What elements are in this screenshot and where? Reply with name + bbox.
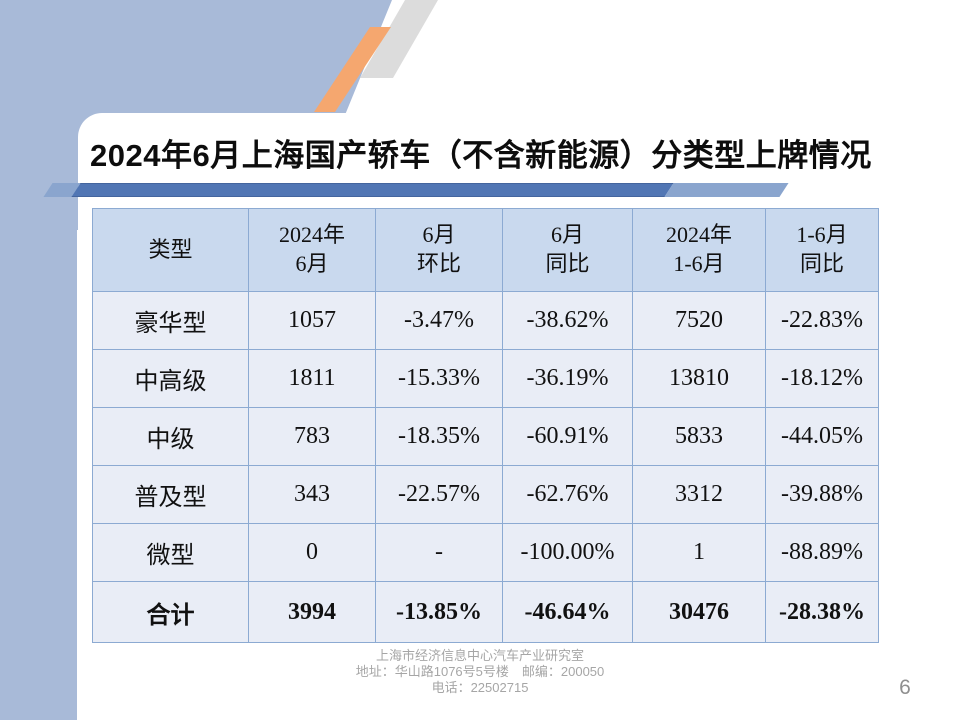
total-row: 合计 3994 -13.85% -46.64% 30476 -28.38% (92, 581, 879, 643)
table-cell: -46.64% (502, 581, 633, 643)
table-cell: 合计 (92, 581, 249, 643)
table-cell: 1 (632, 523, 766, 582)
footer-org-line: 上海市经济信息中心汽车产业研究室 (375, 648, 584, 663)
table-cell: -18.12% (765, 349, 879, 408)
table-cell: 3312 (632, 465, 766, 524)
table-cell: 13810 (632, 349, 766, 408)
table-body: 豪华型 1057 -3.47% -38.62% 7520 -22.83% 中高级 1811 -1… (92, 291, 879, 643)
title-underline-band (0, 183, 960, 197)
table-head: 类型 2024年 6月 6月 环比 6月 同比 2024年 1-6月 1-6月 同比 (92, 208, 879, 292)
table-cell: -62.76% (502, 465, 633, 524)
header-cell: 1-6月 同比 (765, 208, 879, 292)
table-cell: -18.35% (375, 407, 503, 466)
footer-block: 上海市经济信息中心汽车产业研究室 地址：华山路1076号5号楼 邮编：20005… (0, 648, 960, 696)
table-cell: -22.57% (375, 465, 503, 524)
table-cell: 0 (248, 523, 376, 582)
table-cell: 中高级 (92, 349, 249, 408)
footer-address-line: 地址：华山路1076号5号楼 邮编：200050 (355, 664, 605, 679)
slide-title: 2024年6月上海国产轿车（不含新能源）分类型上牌情况 (90, 138, 872, 173)
table-cell: 783 (248, 407, 376, 466)
table-cell: -28.38% (765, 581, 879, 643)
table-cell: -13.85% (375, 581, 503, 643)
underline-right-segment (664, 183, 789, 197)
table-cell: 豪华型 (92, 291, 249, 350)
table-cell: 普及型 (92, 465, 249, 524)
table-cell: -88.89% (765, 523, 879, 582)
table-cell: 7520 (632, 291, 766, 350)
page-number: 6 (899, 676, 911, 699)
table-cell: 微型 (92, 523, 249, 582)
table-cell: -44.05% (765, 407, 879, 466)
table-cell: -100.00% (502, 523, 633, 582)
table-cell: 1811 (248, 349, 376, 408)
table-cell: - (375, 523, 503, 582)
table-row: 微型 0- -100.00% 1 -88.89% (92, 523, 879, 582)
header-cell: 6月 环比 (375, 208, 503, 292)
table-cell: -60.91% (502, 407, 633, 466)
table-cell: 343 (248, 465, 376, 524)
table-cell: 中级 (92, 407, 249, 466)
header-cell: 6月 同比 (502, 208, 633, 292)
table-row: 中高级 1811 -15.33% -36.19% 13810 -18.12% (92, 349, 879, 408)
table-cell: 30476 (632, 581, 766, 643)
table-row: 豪华型 1057 -3.47% -38.62% 7520 -22.83% (92, 291, 879, 350)
table-cell: 1057 (248, 291, 376, 350)
table-row: 普及型 343 -22.57% -62.76% 3312 -39.88% (92, 465, 879, 524)
header-cell: 类型 (92, 208, 249, 292)
table-row: 中级 783 -18.35% -60.91% 5833 -44.05% (92, 407, 879, 466)
table-cell: -3.47% (375, 291, 503, 350)
registration-table: 类型 2024年 6月 6月 环比 6月 同比 2024年 1-6月 1-6月 同比 豪华型 1057… (92, 208, 879, 643)
underline-main-segment (71, 183, 674, 197)
table-header-row: 类型 2024年 6月 6月 环比 6月 同比 2024年 1-6月 1-6月 同比 (92, 208, 879, 292)
table-cell: 3994 (248, 581, 376, 643)
table-cell: -38.62% (502, 291, 633, 350)
table-cell: -22.83% (765, 291, 879, 350)
header-cell: 2024年 1-6月 (632, 208, 766, 292)
table-cell: -36.19% (502, 349, 633, 408)
table-cell: 5833 (632, 407, 766, 466)
table-cell: -39.88% (765, 465, 879, 524)
header-cell: 2024年 6月 (248, 208, 376, 292)
footer-phone-line: 电话：22502715 (431, 680, 529, 695)
table-cell: -15.33% (375, 349, 503, 408)
